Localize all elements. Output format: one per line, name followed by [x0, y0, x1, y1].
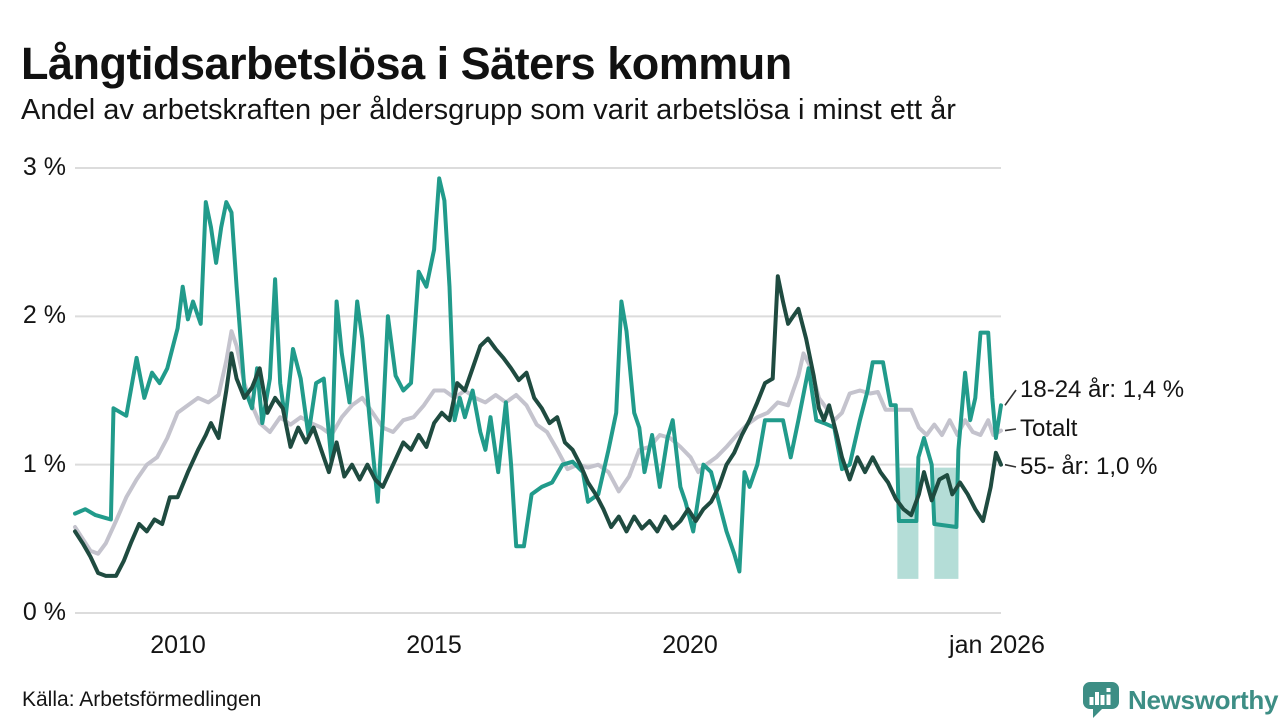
x-axis-tick-2015: 2015 — [406, 631, 462, 659]
x-axis-tick-2010: 2010 — [150, 631, 206, 659]
newsworthy-wordmark: Newsworthy — [1128, 685, 1279, 715]
chart-subtitle: Andel av arbetskraften per åldersgrupp s… — [21, 94, 956, 126]
series-line-18-24 år — [73, 176, 1003, 574]
series-line-55- år — [73, 274, 1003, 578]
y-axis-tick-3: 3 % — [22, 153, 66, 181]
page-title: Långtidsarbetslösa i Säters kommun — [21, 38, 792, 90]
series-label-55plus: 55- år: 1,0 % — [1020, 453, 1158, 480]
series-line-Totalt — [73, 329, 1003, 556]
newsworthy-logo: Newsworthy — [1082, 681, 1278, 720]
highlight-band — [897, 467, 919, 579]
leader-line — [1004, 463, 1017, 468]
source-note: Källa: Arbetsförmedlingen — [22, 688, 262, 711]
y-axis-tick-1: 1 % — [22, 450, 66, 478]
series-label-18-24: 18-24 år: 1,4 % — [1020, 376, 1185, 403]
y-axis-tick-0: 0 % — [22, 598, 66, 626]
leader-line — [1004, 389, 1017, 406]
y-axis-tick-2: 2 % — [22, 301, 66, 329]
series-label-totalt: Totalt — [1020, 415, 1078, 442]
x-axis-tick-2020: 2020 — [662, 631, 718, 659]
leader-line — [1004, 428, 1017, 432]
newsworthy-logo-icon — [1083, 682, 1119, 718]
x-axis-tick-jan-2026: jan 2026 — [949, 631, 1045, 659]
